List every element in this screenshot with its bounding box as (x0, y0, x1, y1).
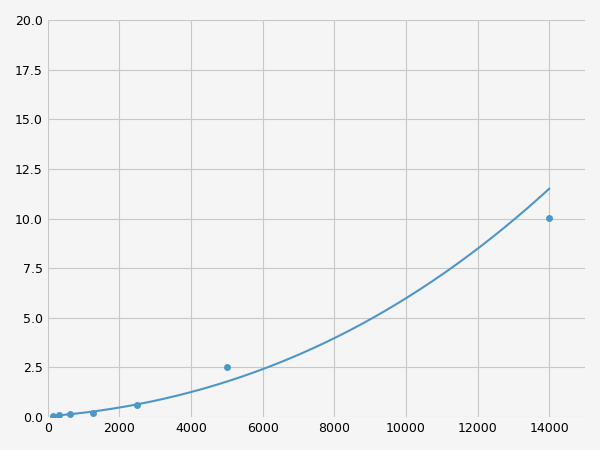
Point (88, 409, 97, 416)
Point (65, 410, 75, 418)
Point (133, 401, 142, 409)
Point (54, 412, 64, 419)
Point (222, 363, 232, 370)
Point (49, 412, 58, 419)
Point (544, 214, 554, 221)
